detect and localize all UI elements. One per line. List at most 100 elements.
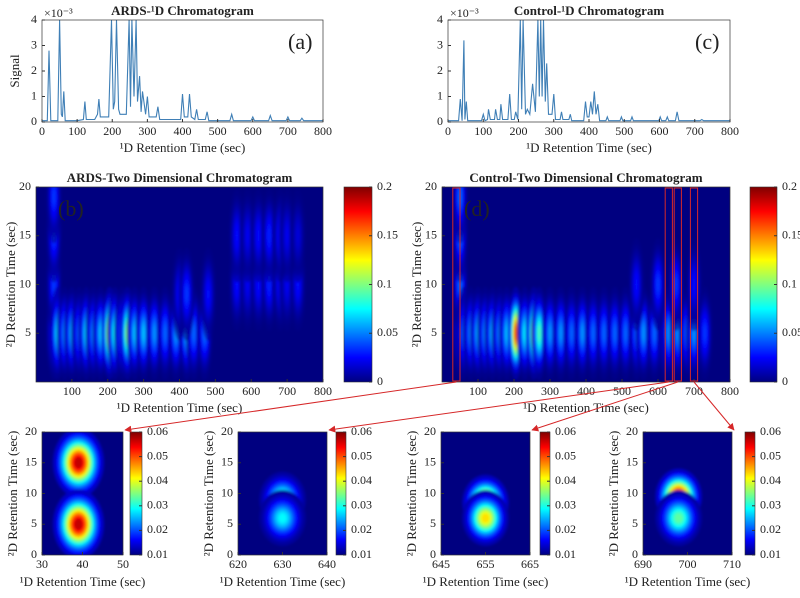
x-tick-label: 400	[577, 384, 595, 398]
colorbar-tick-label: 0.15	[782, 228, 800, 242]
colorbar-tick-label: 0.05	[351, 448, 372, 462]
y-tick-label: 10	[25, 485, 37, 499]
signal-line	[42, 20, 323, 122]
y-axis-label: ²D Retention Time (sec)	[3, 222, 18, 348]
spot-level	[505, 325, 509, 341]
spot-level	[153, 325, 156, 341]
x-axis-label: ¹D Retention Time (sec)	[423, 574, 549, 589]
spot-level	[257, 228, 260, 244]
spot-level	[99, 325, 102, 341]
spot	[45, 187, 63, 244]
y-tick-label: 10	[424, 485, 436, 499]
spot-level	[581, 325, 584, 341]
y-tick-label: 0	[31, 114, 37, 128]
x-axis-label: ¹D Retention Time (sec)	[220, 574, 346, 589]
zoom-region	[664, 187, 673, 382]
spot-level	[192, 325, 196, 341]
panel-label: (d)	[464, 196, 490, 221]
y-tick-label: 20	[221, 424, 233, 438]
x-tick-label: 800	[314, 384, 332, 398]
colorbar-tick-label: 0.2	[377, 179, 392, 193]
spot	[178, 247, 195, 341]
x-tick-label: 400	[171, 384, 189, 398]
y-tick-label: 0	[31, 547, 37, 561]
x-tick-label: 500	[206, 384, 224, 398]
spot-level	[653, 325, 656, 341]
spot-level	[559, 325, 563, 341]
y-tick-label: 4	[437, 12, 443, 26]
y-tick-label: 5	[31, 516, 37, 530]
spot	[289, 189, 307, 283]
spot-level	[74, 457, 83, 469]
exponent-label: ×10⁻³	[44, 6, 73, 20]
x-tick-label: 500	[615, 124, 633, 138]
colorbar	[744, 431, 756, 556]
x-tick-label: 600	[242, 384, 260, 398]
x-tick-label: 200	[510, 124, 528, 138]
x-tick-label: 710	[723, 557, 741, 571]
spots	[655, 468, 702, 547]
colorbar-tick-label: 0.06	[351, 424, 372, 438]
colorbar-tick-label: 0.1	[782, 276, 797, 290]
colorbar-tick-label: 0.06	[760, 424, 781, 438]
x-tick-label: 655	[477, 557, 495, 571]
x-axis-label: ¹D Retention Time (sec)	[523, 400, 649, 415]
x-tick-label: 100	[469, 384, 487, 398]
spot	[655, 490, 702, 547]
colorbar	[539, 431, 551, 556]
plot-area	[448, 20, 730, 122]
spot-level	[591, 325, 595, 341]
y-tick-label: 15	[424, 455, 436, 469]
colorbar-tick-label: 0.04	[760, 473, 781, 487]
colorbar-tick-label: 0.03	[351, 498, 372, 512]
y-tick-label: 10	[221, 485, 233, 499]
y-tick-label: 5	[25, 325, 31, 339]
x-tick-label: 645	[432, 557, 450, 571]
colorbar-tick-label: 0.04	[555, 473, 576, 487]
spots	[462, 474, 509, 547]
chart-title: ARDS-Two Dimensional Chromatogram	[67, 170, 293, 185]
colorbar-tick-label: 0.15	[377, 228, 398, 242]
y-tick-label: 20	[25, 424, 37, 438]
colorbar-tick-label: 0.02	[351, 522, 372, 536]
colorbar	[343, 186, 373, 383]
x-tick-label: 640	[318, 557, 336, 571]
y-tick-label: 0	[632, 547, 638, 561]
y-tick-label: 20	[19, 179, 31, 193]
y-tick-label: 20	[425, 179, 437, 193]
x-tick-label: 700	[686, 124, 704, 138]
colorbar-tick-label: 0.01	[351, 547, 372, 561]
x-tick-label: 0	[39, 124, 45, 138]
colorbar-tick-label: 0.02	[555, 522, 576, 536]
spot-level	[523, 325, 527, 341]
y-tick-label: 2	[437, 63, 443, 77]
colorbar-tick-label: 0.05	[782, 325, 800, 339]
x-tick-label: 630	[274, 557, 292, 571]
x-tick-label: 700	[279, 124, 297, 138]
colorbar-tick-label: 0.1	[377, 276, 392, 290]
y-axis-label: ²D Retention Time (sec)	[409, 222, 424, 348]
zoom-arrow	[328, 381, 669, 433]
colorbar-tick-label: 0.05	[555, 448, 576, 462]
spot-level	[514, 325, 518, 341]
y-axis-label: ²D Retention Time (sec)	[606, 431, 621, 557]
plot-area	[441, 432, 530, 555]
x-tick-label: 40	[77, 557, 89, 571]
zoom-arrow	[124, 381, 457, 433]
plot-area	[36, 187, 323, 382]
x-tick-label: 620	[229, 557, 247, 571]
spot-level	[481, 513, 490, 523]
plot-background	[448, 20, 730, 122]
spots	[259, 471, 306, 547]
spot-level	[52, 189, 56, 205]
x-tick-label: 690	[634, 557, 652, 571]
colorbar-tick-label: 0.01	[147, 547, 168, 561]
plot-background	[42, 20, 323, 122]
x-tick-label: 600	[651, 124, 669, 138]
y-axis-label: Signal	[7, 54, 22, 88]
colorbar-tick-label: 0.02	[147, 522, 168, 536]
spots	[45, 187, 307, 380]
x-tick-label: 300	[138, 124, 156, 138]
x-tick-label: 800	[721, 384, 739, 398]
plot-area	[643, 432, 732, 555]
